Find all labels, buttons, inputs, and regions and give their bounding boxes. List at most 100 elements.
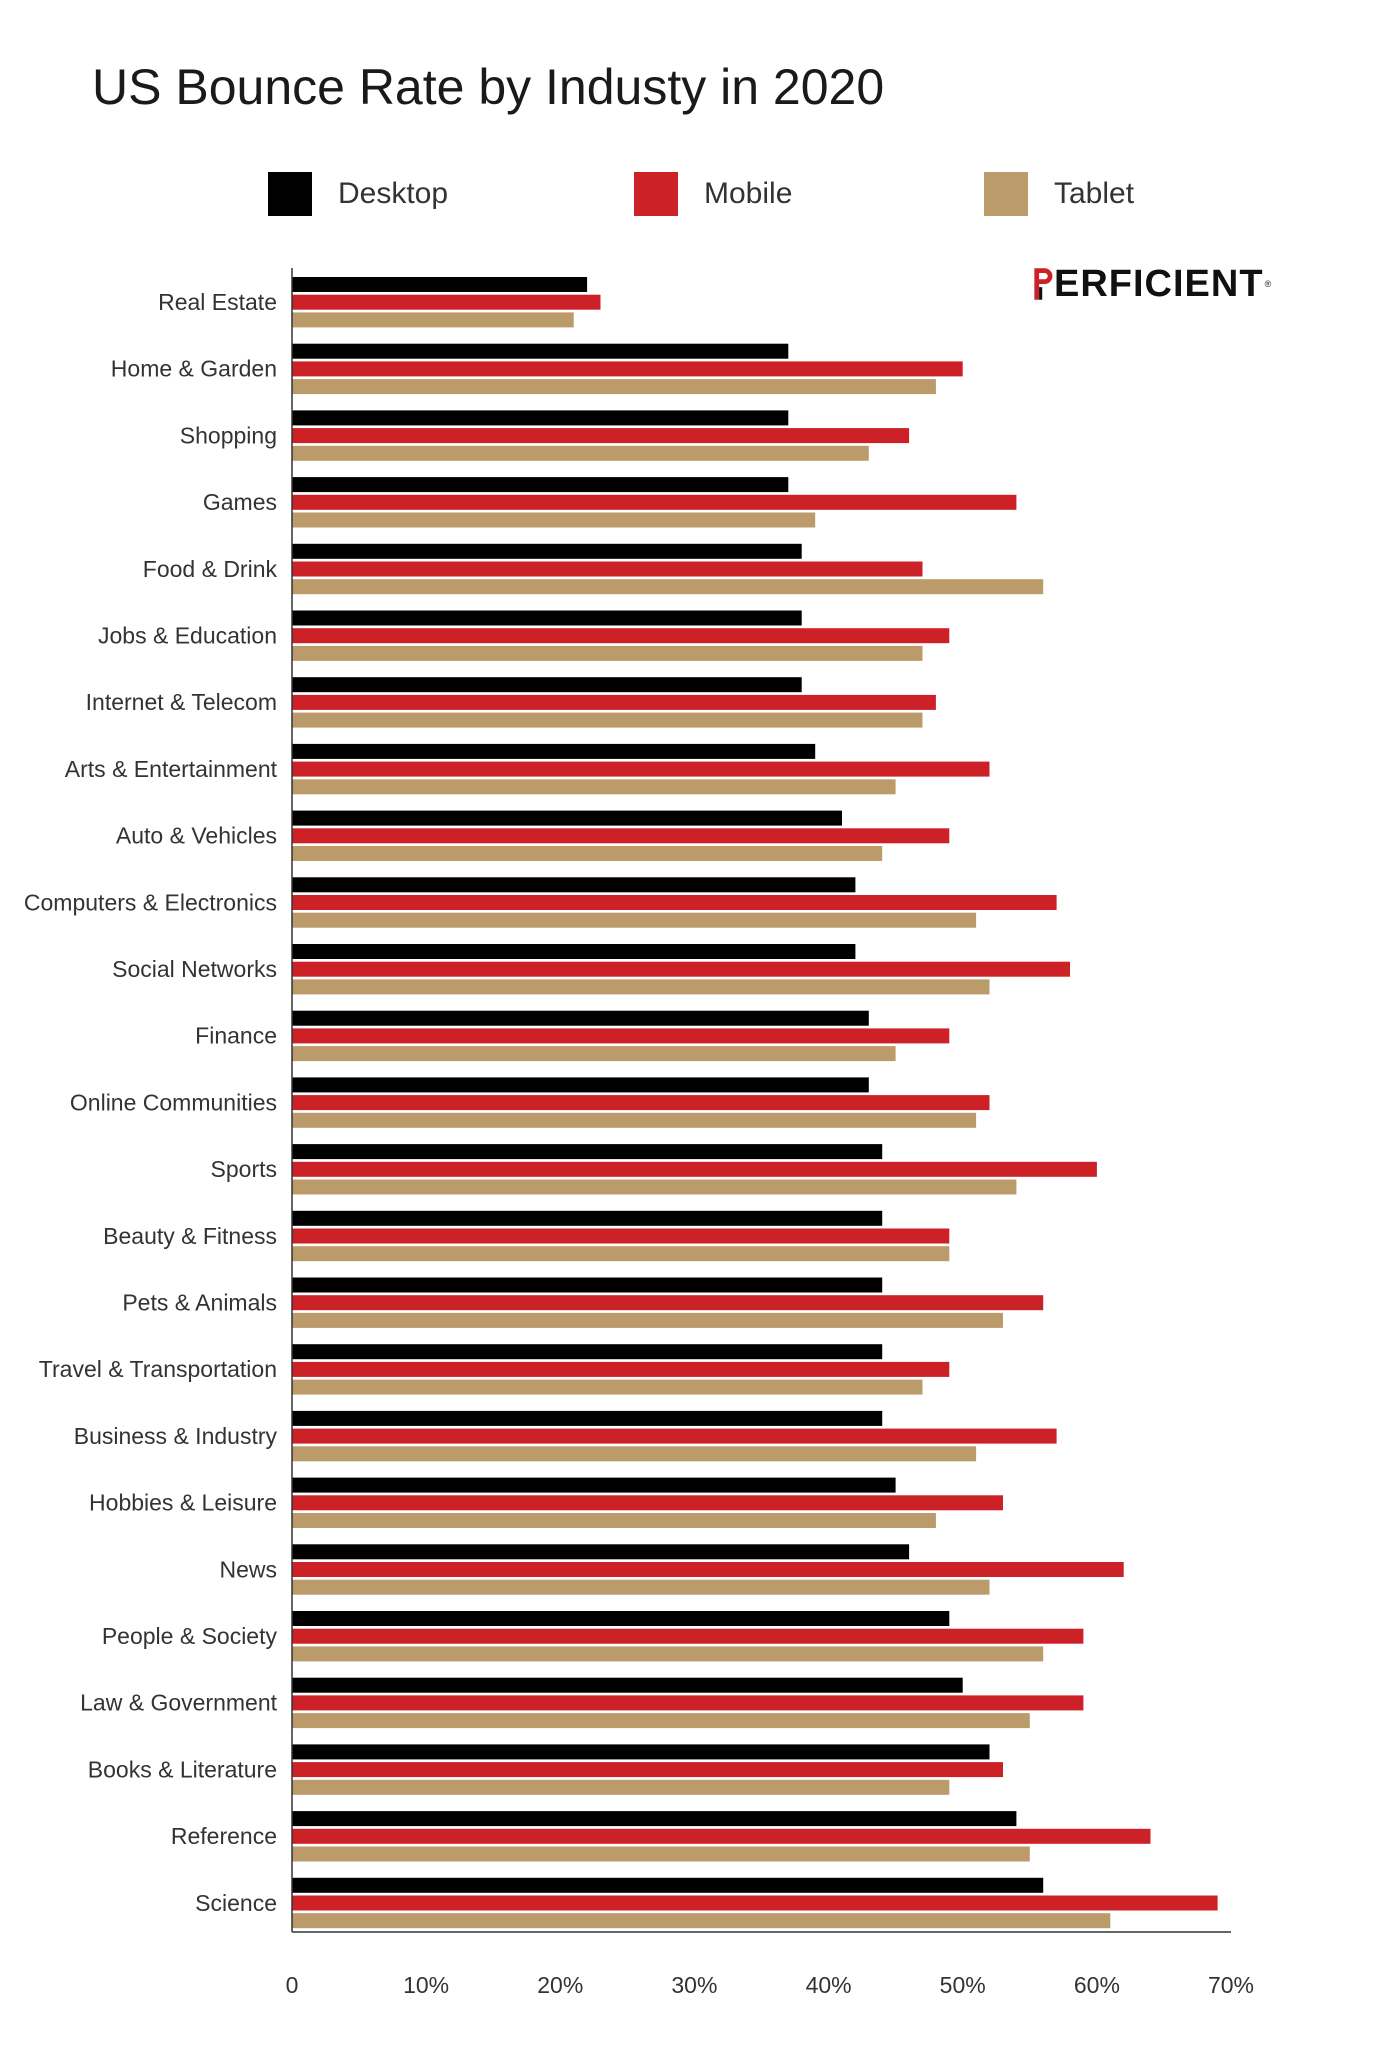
bar-social-networks-desktop	[292, 944, 856, 959]
x-tick-label-40: 40%	[806, 1972, 852, 1998]
bar-computers-and-electronics-tablet	[292, 912, 977, 928]
bar-books-and-literature-desktop	[292, 1744, 990, 1760]
category-label-books-and-literature: Books & Literature	[88, 1756, 277, 1782]
category-label-arts-and-entertainment: Arts & Entertainment	[65, 756, 278, 782]
bar-online-communities-mobile	[292, 1095, 990, 1111]
bar-internet-and-telecom-tablet	[292, 712, 923, 728]
legend-label-tablet: Tablet	[1054, 177, 1135, 210]
bar-reference-tablet	[292, 1846, 1030, 1862]
bar-finance-tablet	[292, 1046, 896, 1062]
bar-beauty-and-fitness-mobile	[292, 1228, 950, 1244]
bar-shopping-tablet	[292, 445, 869, 461]
bar-jobs-and-education-desktop	[292, 610, 802, 626]
bar-reference-desktop	[292, 1811, 1017, 1827]
bar-games-mobile	[292, 494, 1017, 510]
bar-finance-desktop	[292, 1010, 869, 1026]
bar-home-and-garden-mobile	[292, 361, 963, 377]
bar-travel-and-transportation-desktop	[292, 1344, 883, 1360]
bar-people-and-society-desktop	[292, 1611, 950, 1626]
bar-jobs-and-education-mobile	[292, 628, 950, 644]
x-tick-label-60: 60%	[1074, 1972, 1120, 1998]
bar-books-and-literature-mobile	[292, 1762, 1003, 1778]
bar-arts-and-entertainment-tablet	[292, 779, 896, 795]
bar-jobs-and-education-tablet	[292, 645, 923, 661]
bar-science-desktop	[292, 1877, 1044, 1893]
bar-real-estate-tablet	[292, 312, 574, 328]
bar-sports-tablet	[292, 1179, 1017, 1195]
bar-internet-and-telecom-mobile	[292, 694, 936, 710]
bar-beauty-and-fitness-tablet	[292, 1246, 950, 1262]
bar-games-desktop	[292, 477, 789, 493]
legend-item-tablet: Tablet	[984, 172, 1134, 216]
perficient-logo-text: ERFICIENT	[1054, 262, 1264, 305]
bar-pets-and-animals-mobile	[292, 1295, 1044, 1311]
bar-shopping-mobile	[292, 428, 910, 444]
x-tick-label-70: 70%	[1208, 1972, 1254, 1998]
bar-sports-desktop	[292, 1144, 883, 1160]
category-label-online-communities: Online Communities	[70, 1089, 277, 1115]
bar-pets-and-animals-desktop	[292, 1277, 883, 1293]
bar-computers-and-electronics-mobile	[292, 895, 1057, 910]
x-tick-label-10: 10%	[403, 1972, 449, 1998]
category-label-hobbies-and-leisure: Hobbies & Leisure	[89, 1490, 277, 1516]
category-label-internet-and-telecom: Internet & Telecom	[86, 689, 277, 715]
category-label-business-and-industry: Business & Industry	[74, 1423, 278, 1449]
bar-hobbies-and-leisure-mobile	[292, 1495, 1003, 1511]
bar-home-and-garden-desktop	[292, 343, 789, 359]
legend-swatch-tablet	[984, 172, 1028, 216]
bar-online-communities-tablet	[292, 1112, 977, 1128]
category-label-beauty-and-fitness: Beauty & Fitness	[103, 1223, 277, 1249]
bar-internet-and-telecom-desktop	[292, 677, 802, 693]
bar-law-and-government-mobile	[292, 1695, 1084, 1711]
category-label-social-networks: Social Networks	[112, 956, 277, 982]
category-label-home-and-garden: Home & Garden	[111, 356, 277, 382]
bar-business-and-industry-mobile	[292, 1428, 1057, 1444]
bar-science-tablet	[292, 1913, 1111, 1929]
category-label-food-and-drink: Food & Drink	[143, 556, 278, 582]
bar-sports-mobile	[292, 1161, 1097, 1177]
bar-books-and-literature-tablet	[292, 1779, 950, 1795]
bar-online-communities-desktop	[292, 1077, 869, 1093]
chart-title: US Bounce Rate by Industy in 2020	[92, 59, 885, 115]
x-tick-label-50: 50%	[940, 1972, 986, 1998]
category-label-shopping: Shopping	[180, 422, 277, 448]
bar-social-networks-tablet	[292, 979, 990, 995]
bar-finance-mobile	[292, 1028, 950, 1044]
category-label-jobs-and-education: Jobs & Education	[98, 623, 277, 649]
bar-games-tablet	[292, 512, 816, 528]
bar-law-and-government-desktop	[292, 1677, 963, 1693]
legend-item-desktop: Desktop	[268, 172, 448, 216]
category-label-computers-and-electronics: Computers & Electronics	[24, 889, 277, 915]
legend-label-mobile: Mobile	[704, 177, 793, 210]
category-label-games: Games	[203, 489, 277, 515]
legend-swatch-desktop	[268, 172, 312, 216]
bar-computers-and-electronics-desktop	[292, 877, 856, 893]
bar-arts-and-entertainment-desktop	[292, 743, 816, 759]
perficient-logo-mark-icon	[1034, 268, 1053, 300]
category-label-travel-and-transportation: Travel & Transportation	[39, 1356, 277, 1382]
bar-beauty-and-fitness-desktop	[292, 1210, 883, 1226]
bar-auto-and-vehicles-desktop	[292, 810, 842, 826]
bar-hobbies-and-leisure-desktop	[292, 1477, 896, 1493]
bar-reference-mobile	[292, 1828, 1151, 1844]
bar-social-networks-mobile	[292, 961, 1070, 977]
category-label-news: News	[219, 1556, 277, 1582]
bar-food-and-drink-mobile	[292, 561, 923, 577]
legend-swatch-mobile	[634, 172, 678, 216]
category-label-reference: Reference	[171, 1823, 277, 1849]
category-label-finance: Finance	[195, 1023, 277, 1049]
category-label-science: Science	[195, 1890, 277, 1916]
bar-real-estate-mobile	[292, 294, 601, 310]
bar-people-and-society-tablet	[292, 1646, 1044, 1662]
x-tick-label-20: 20%	[537, 1972, 583, 1998]
bar-food-and-drink-desktop	[292, 543, 802, 559]
legend-label-desktop: Desktop	[338, 177, 449, 210]
bar-arts-and-entertainment-mobile	[292, 761, 990, 777]
category-label-pets-and-animals: Pets & Animals	[122, 1290, 277, 1316]
bar-home-and-garden-tablet	[292, 379, 936, 395]
bar-pets-and-animals-tablet	[292, 1312, 1003, 1328]
category-label-auto-and-vehicles: Auto & Vehicles	[116, 823, 277, 849]
bar-business-and-industry-desktop	[292, 1410, 883, 1426]
legend-item-mobile: Mobile	[634, 172, 792, 216]
